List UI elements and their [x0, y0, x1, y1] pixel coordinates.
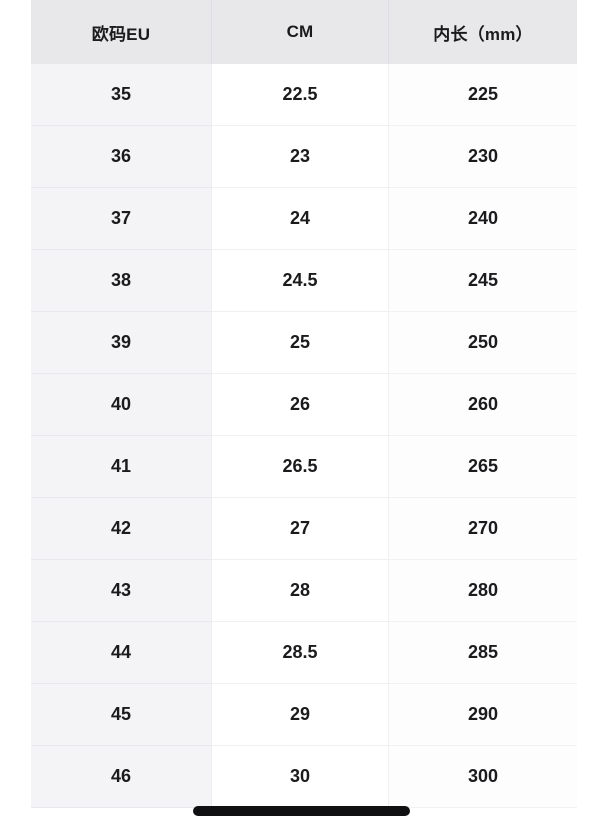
table-row: 44 28.5 285: [31, 622, 577, 684]
table-header-row: 欧码EU CM 内长（mm）: [31, 0, 577, 64]
cell-cm: 24: [211, 188, 388, 250]
table-row: 40 26 260: [31, 374, 577, 436]
table-body: 35 22.5 225 36 23 230 37 24 240 38 24.5 …: [31, 64, 577, 808]
cell-eu: 37: [31, 188, 211, 250]
table-row: 39 25 250: [31, 312, 577, 374]
cell-eu: 43: [31, 560, 211, 622]
cell-cm: 22.5: [211, 64, 388, 126]
cell-mm: 245: [388, 250, 577, 312]
cell-mm: 260: [388, 374, 577, 436]
cell-eu: 36: [31, 126, 211, 188]
table-row: 43 28 280: [31, 560, 577, 622]
table-row: 45 29 290: [31, 684, 577, 746]
cell-mm: 225: [388, 64, 577, 126]
cell-cm: 29: [211, 684, 388, 746]
cell-eu: 38: [31, 250, 211, 312]
cell-eu: 46: [31, 746, 211, 808]
column-header-cm: CM: [211, 0, 388, 64]
cell-eu: 42: [31, 498, 211, 560]
column-header-mm: 内长（mm）: [388, 0, 577, 64]
table-row: 46 30 300: [31, 746, 577, 808]
cell-eu: 40: [31, 374, 211, 436]
size-table: 欧码EU CM 内长（mm） 35 22.5 225 36 23 230 37 …: [31, 0, 577, 808]
cell-cm: 26: [211, 374, 388, 436]
table-row: 35 22.5 225: [31, 64, 577, 126]
cell-mm: 300: [388, 746, 577, 808]
cell-eu: 41: [31, 436, 211, 498]
home-indicator-handle[interactable]: [193, 806, 410, 816]
cell-cm: 27: [211, 498, 388, 560]
cell-cm: 24.5: [211, 250, 388, 312]
cell-cm: 25: [211, 312, 388, 374]
cell-mm: 270: [388, 498, 577, 560]
cell-eu: 44: [31, 622, 211, 684]
table-row: 42 27 270: [31, 498, 577, 560]
cell-cm: 28: [211, 560, 388, 622]
cell-mm: 250: [388, 312, 577, 374]
table-row: 41 26.5 265: [31, 436, 577, 498]
cell-cm: 28.5: [211, 622, 388, 684]
cell-cm: 23: [211, 126, 388, 188]
cell-mm: 280: [388, 560, 577, 622]
cell-mm: 265: [388, 436, 577, 498]
cell-cm: 26.5: [211, 436, 388, 498]
cell-eu: 35: [31, 64, 211, 126]
cell-cm: 30: [211, 746, 388, 808]
table-row: 38 24.5 245: [31, 250, 577, 312]
cell-mm: 285: [388, 622, 577, 684]
cell-mm: 240: [388, 188, 577, 250]
cell-eu: 39: [31, 312, 211, 374]
table-row: 37 24 240: [31, 188, 577, 250]
column-header-eu: 欧码EU: [91, 24, 151, 44]
table-row: 36 23 230: [31, 126, 577, 188]
cell-eu: 45: [31, 684, 211, 746]
cell-mm: 290: [388, 684, 577, 746]
cell-mm: 230: [388, 126, 577, 188]
